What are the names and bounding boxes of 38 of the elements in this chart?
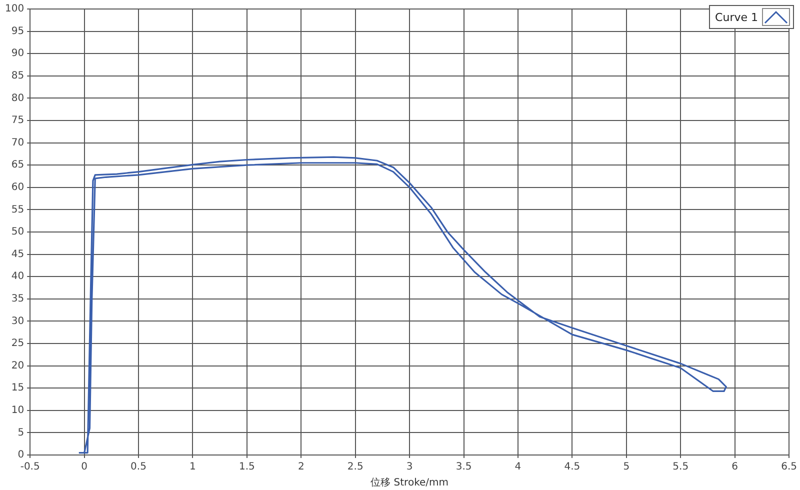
- y-tick-label: 95: [11, 26, 24, 37]
- x-tick-label: 6.5: [781, 462, 797, 473]
- y-tick-label: 60: [11, 182, 24, 193]
- y-tick-label: 65: [11, 160, 24, 171]
- legend-label: Curve 1: [715, 10, 758, 24]
- y-tick-label: 45: [11, 248, 24, 260]
- y-tick-label: 80: [11, 92, 24, 104]
- x-tick-label: -0.5: [20, 462, 40, 473]
- x-tick-label: 4.5: [564, 462, 580, 473]
- x-axis-title: 位移 Stroke/mm: [370, 476, 449, 489]
- x-tick-label: 5.5: [672, 462, 689, 473]
- y-tick-label: 10: [11, 404, 24, 416]
- x-tick-label: 2.5: [347, 462, 364, 473]
- y-tick-label: 70: [11, 137, 24, 148]
- y-tick-label: 55: [11, 204, 24, 216]
- x-tick-label: 1: [190, 462, 196, 473]
- y-tick-label: 20: [11, 360, 24, 372]
- y-tick-label: 30: [11, 316, 24, 327]
- x-tick-label: 1.5: [238, 462, 255, 473]
- y-tick-label: 5: [18, 427, 24, 438]
- x-tick-label: 6: [732, 462, 738, 473]
- y-tick-label: 85: [11, 70, 24, 82]
- y-tick-label: 50: [11, 226, 24, 238]
- x-tick-label: 0: [81, 462, 88, 473]
- y-tick-label: 35: [11, 293, 24, 304]
- y-tick-label: 15: [11, 382, 24, 394]
- x-tick-label: 4: [514, 462, 522, 473]
- x-tick-label: 5: [623, 462, 630, 473]
- y-tick-label: 40: [11, 271, 24, 282]
- y-tick-label: 0: [18, 450, 24, 461]
- x-tick-label: 2: [298, 462, 304, 473]
- y-tick-label: 75: [11, 115, 24, 126]
- x-tick-label: 0.5: [130, 462, 146, 473]
- y-tick-label: 25: [11, 338, 24, 350]
- x-tick-label: 3.5: [456, 462, 472, 473]
- y-tick-label: 100: [4, 4, 24, 15]
- x-tick-label: 3: [406, 462, 413, 473]
- y-tick-label: 90: [11, 48, 24, 60]
